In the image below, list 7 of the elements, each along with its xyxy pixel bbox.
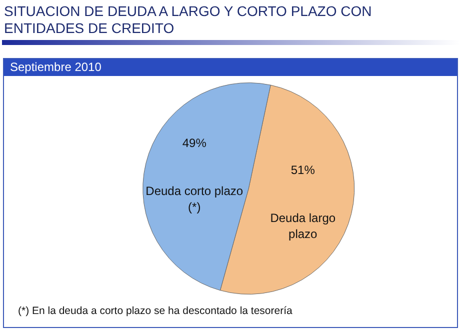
data-label: 49% <box>182 136 207 150</box>
text: (*) En la deuda a corto plazo se ha descontado la tesorería <box>18 305 292 317</box>
slice-label: Deuda largo plazo <box>270 210 336 241</box>
slice-label: Deuda corto plazo (*) <box>146 184 244 214</box>
data-label: 51% <box>290 162 316 177</box>
chart-subtitle: Septiembre 2010 <box>4 59 457 76</box>
chart-title: SITUACION DE DEUDA A LARGO Y CORTO PLAZO CON ENTIDADES DE CREDITO <box>4 3 373 37</box>
